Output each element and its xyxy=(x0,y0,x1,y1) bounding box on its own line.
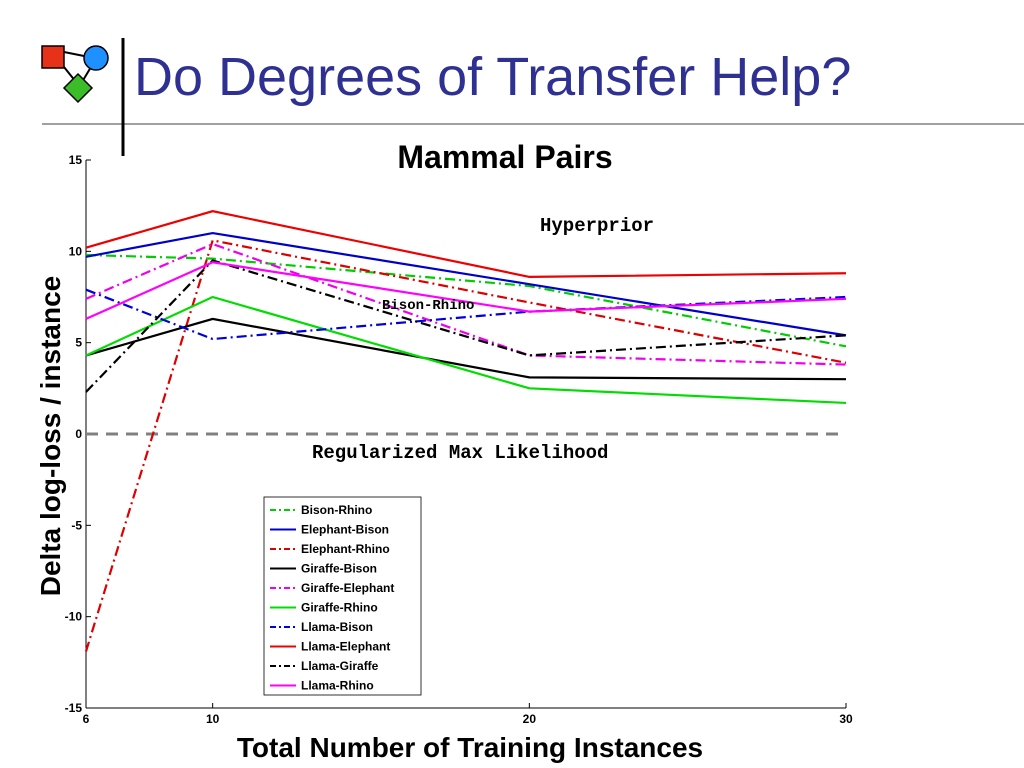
x-tick-label: 10 xyxy=(206,712,220,726)
legend-label: Llama-Giraffe xyxy=(301,659,379,673)
axis-ticks: 15 10 5 0 -5 -10 -156 10 20 30 xyxy=(65,153,853,726)
legend-label: Bison-Rhino xyxy=(301,503,372,517)
series-line-giraffe-bison xyxy=(85,317,847,381)
x-tick-label: 30 xyxy=(839,712,853,726)
series-line-llama-elephant xyxy=(85,210,847,279)
series-line-bison-rhino xyxy=(85,253,847,348)
legend-label: Llama-Bison xyxy=(301,620,373,634)
y-tick-label: 0 xyxy=(75,427,82,441)
series-line-elephant-bison xyxy=(85,231,847,337)
y-tick-label: 10 xyxy=(69,244,83,258)
y-tick-label: -15 xyxy=(65,701,83,715)
legend-label: Elephant-Rhino xyxy=(301,542,390,556)
y-axis-label: Delta log-loss / instance xyxy=(35,276,66,597)
annotation-hyperprior: Hyperprior xyxy=(540,215,654,237)
x-tick-label: 20 xyxy=(523,712,537,726)
chart-title: Mammal Pairs xyxy=(397,139,612,175)
x-axis-label: Total Number of Training Instances xyxy=(237,732,703,763)
x-tick-label: 6 xyxy=(83,712,90,726)
y-tick-label: -5 xyxy=(71,518,82,532)
logo-icon xyxy=(38,42,118,117)
series-line-giraffe-elephant xyxy=(85,242,847,366)
y-tick-label: 15 xyxy=(69,153,83,167)
legend-label: Giraffe-Bison xyxy=(301,562,377,576)
slide-title: Do Degrees of Transfer Help? xyxy=(134,47,852,107)
series-line-llama-giraffe xyxy=(85,259,847,393)
y-tick-label: 5 xyxy=(75,336,82,350)
legend-label: Giraffe-Rhino xyxy=(301,601,378,615)
series-line-giraffe-rhino xyxy=(85,295,847,405)
reference-line-label: Regularized Max Likelihood xyxy=(312,442,608,464)
legend: Bison-Rhino Elephant-Bison Elephant-Rhino G… xyxy=(263,496,422,696)
legend-label: Llama-Rhino xyxy=(301,679,374,693)
series-line-elephant-rhino xyxy=(84,239,847,652)
legend-label: Elephant-Bison xyxy=(301,523,389,537)
series-lines xyxy=(84,210,847,652)
legend-label: Giraffe-Elephant xyxy=(301,581,394,595)
series-line-llama-rhino xyxy=(85,261,847,320)
y-tick-label: -10 xyxy=(65,610,83,624)
legend-label: Llama-Elephant xyxy=(301,640,390,654)
annotation-bison-rhino: Bison-Rhino xyxy=(382,298,474,314)
series-line-llama-bison xyxy=(85,288,847,341)
